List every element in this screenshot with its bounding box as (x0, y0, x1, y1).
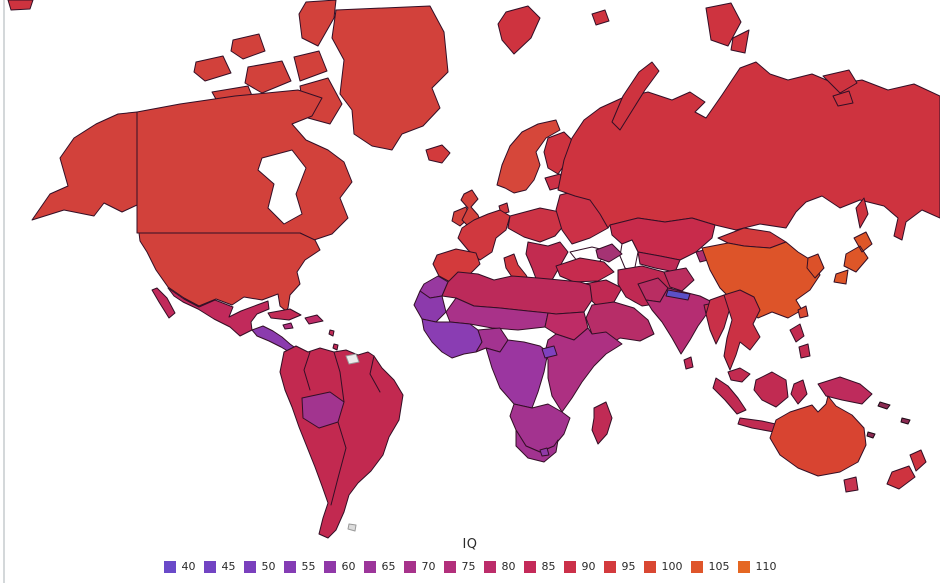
legend-swatch (643, 560, 656, 573)
legend-item: 50 (243, 560, 276, 573)
region-mauritania (413, 290, 447, 323)
region-scandinavia (496, 119, 561, 194)
region-india (645, 287, 713, 355)
legend-value: 95 (621, 560, 636, 573)
region-new-guinea (817, 376, 873, 405)
region-afghanistan (663, 267, 695, 292)
region-central-africa (485, 339, 549, 409)
region-uganda (541, 345, 558, 359)
region-ellesmere (298, 0, 337, 47)
region-southern-africa (509, 403, 571, 453)
legend-item: 40 (163, 560, 196, 573)
legend-value: 85 (541, 560, 556, 573)
region-mexico (167, 287, 270, 337)
region-hispaniola (304, 314, 324, 325)
region-bolivia (301, 391, 345, 429)
legend-row: 40 45 50 55 60 65 70 75 80 85 90 95 100 105 110 (0, 560, 940, 573)
region-eurasian-arctic-islands (497, 2, 858, 131)
legend-value: 50 (261, 560, 276, 573)
legend-swatch (603, 560, 616, 573)
legend-item: 45 (203, 560, 236, 573)
region-sakhalin (855, 197, 869, 229)
region-russia (557, 61, 940, 241)
region-caucasus (595, 243, 623, 263)
legend-item: 100 (643, 560, 683, 573)
region-nepal (665, 289, 691, 301)
region-french-guiana (345, 353, 360, 365)
region-baja-california (151, 287, 176, 319)
legend-item: 80 (483, 560, 516, 573)
legend: IQ 40 45 50 55 60 65 70 75 80 85 90 95 100 105 110 (0, 536, 940, 583)
legend-value: 80 (501, 560, 516, 573)
region-tasmania (843, 476, 859, 493)
legend-swatch (363, 560, 376, 573)
legend-item: 65 (363, 560, 396, 573)
legend-item: 90 (563, 560, 596, 573)
legend-swatch (323, 560, 336, 573)
legend-swatch (163, 560, 176, 573)
legend-value: 90 (581, 560, 596, 573)
legend-value: 110 (755, 560, 777, 573)
page-edge-line (3, 0, 5, 583)
legend-value: 45 (221, 560, 236, 573)
legend-value: 75 (461, 560, 476, 573)
legend-swatch (403, 560, 416, 573)
legend-value: 70 (421, 560, 436, 573)
region-malaysia (727, 367, 751, 383)
region-australia (769, 395, 867, 477)
region-philippines (789, 323, 811, 359)
legend-swatch (203, 560, 216, 573)
legend-swatch (283, 560, 296, 573)
south-america-borders (303, 351, 381, 506)
region-korea (806, 253, 825, 279)
region-jamaica (282, 322, 294, 330)
legend-swatch (563, 560, 576, 573)
region-alaska (31, 111, 138, 221)
region-lesser-antilles (328, 329, 339, 351)
legend-title: IQ (462, 537, 478, 552)
legend-item: 85 (523, 560, 556, 573)
region-taiwan (797, 305, 809, 319)
legend-value: 100 (661, 560, 683, 573)
legend-value: 105 (708, 560, 730, 573)
legend-item: 55 (283, 560, 316, 573)
region-madagascar (591, 401, 613, 445)
region-indochina (723, 289, 761, 371)
region-pacific-islands (866, 401, 911, 439)
region-greenland (331, 5, 449, 151)
region-turkey (555, 257, 615, 283)
region-new-zealand (886, 449, 927, 490)
legend-swatch (483, 560, 496, 573)
legend-swatch (243, 560, 256, 573)
legend-item: 110 (737, 560, 777, 573)
legend-value: 65 (381, 560, 396, 573)
legend-item: 60 (323, 560, 356, 573)
legend-item: 75 (443, 560, 476, 573)
region-east-africa (544, 327, 623, 413)
legend-value: 60 (341, 560, 356, 573)
legend-value: 40 (181, 560, 196, 573)
legend-item: 70 (403, 560, 436, 573)
region-lesotho (539, 447, 550, 457)
legend-item: 95 (603, 560, 636, 573)
region-falkland-islands (347, 523, 357, 532)
legend-swatch (443, 560, 456, 573)
region-western-europe (457, 209, 511, 261)
legend-swatch (690, 560, 703, 573)
region-sri-lanka (683, 356, 694, 370)
hudson-bay (257, 149, 307, 225)
legend-swatch (523, 560, 536, 573)
region-japan (833, 231, 873, 285)
region-chukotka-fragment (7, 0, 34, 11)
legend-item: 105 (690, 560, 730, 573)
legend-value: 55 (301, 560, 316, 573)
world-map (7, 0, 940, 539)
region-cuba (267, 308, 302, 321)
legend-swatch (737, 560, 750, 573)
region-iceland (425, 144, 451, 164)
region-south-america (279, 345, 404, 539)
region-usa (138, 232, 321, 312)
region-central-europe (507, 207, 566, 243)
